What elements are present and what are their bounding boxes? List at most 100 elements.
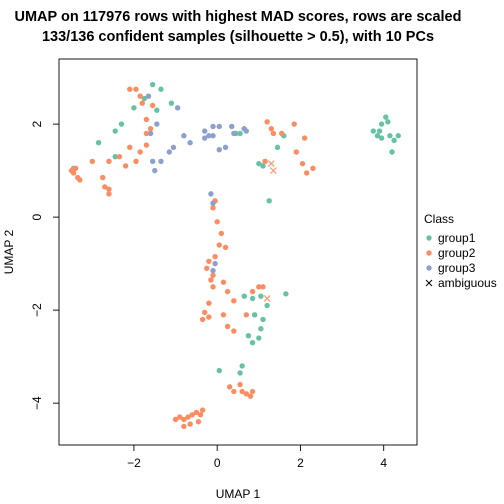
data-point-group2 bbox=[224, 288, 231, 295]
data-point-group1 bbox=[158, 86, 164, 92]
data-point-group2 bbox=[299, 160, 306, 167]
data-point-group2 bbox=[206, 258, 212, 265]
data-point-group3 bbox=[212, 260, 218, 267]
data-point-group1 bbox=[260, 316, 266, 323]
data-point-group2 bbox=[239, 388, 245, 395]
data-point-group2 bbox=[301, 135, 308, 141]
legend-label: group1 bbox=[438, 231, 476, 245]
data-point-group2 bbox=[249, 388, 256, 395]
data-point-group1 bbox=[383, 114, 389, 120]
data-point-group2 bbox=[279, 130, 285, 137]
data-point-group3 bbox=[166, 149, 173, 155]
data-point-group3 bbox=[243, 128, 250, 134]
data-point-group2 bbox=[262, 158, 268, 165]
x-axis-label: UMAP 1 bbox=[216, 487, 261, 501]
data-point-group1 bbox=[141, 95, 148, 102]
data-point-group1 bbox=[118, 121, 125, 127]
data-point-group3 bbox=[229, 123, 235, 130]
data-point-group2 bbox=[212, 253, 218, 260]
data-point-group1 bbox=[249, 339, 256, 346]
data-point-group1 bbox=[387, 133, 393, 139]
data-point-group2 bbox=[139, 100, 145, 106]
data-point-group3 bbox=[201, 135, 208, 141]
x-tick-label: −2 bbox=[127, 456, 141, 470]
data-point-group2 bbox=[72, 165, 79, 171]
data-point-group2 bbox=[143, 130, 150, 137]
data-point-group2 bbox=[249, 288, 256, 295]
y-axis-label: UMAP 2 bbox=[2, 229, 16, 274]
data-point-group1 bbox=[378, 135, 385, 141]
data-point-group2 bbox=[106, 191, 112, 197]
data-point-group3 bbox=[158, 158, 164, 165]
data-point-group1 bbox=[251, 312, 258, 318]
data-point-ambiguous bbox=[263, 295, 271, 302]
data-point-group2 bbox=[231, 328, 237, 334]
data-point-group2 bbox=[243, 391, 250, 397]
legend-swatch bbox=[426, 265, 432, 271]
data-point-group2 bbox=[181, 416, 187, 423]
data-point-group2 bbox=[122, 163, 129, 169]
legend-item-ambiguous: ambiguous bbox=[425, 276, 497, 290]
legend-title: Class bbox=[424, 212, 454, 226]
data-point-group2 bbox=[127, 144, 133, 151]
data-point-group2 bbox=[291, 121, 297, 127]
data-point-group2 bbox=[210, 205, 216, 211]
data-point-group1 bbox=[216, 367, 222, 374]
points-layer bbox=[68, 81, 401, 430]
plot-frame bbox=[58, 58, 418, 446]
data-point-group2 bbox=[147, 126, 154, 132]
data-point-group3 bbox=[147, 130, 154, 137]
data-point-group2 bbox=[204, 265, 210, 271]
data-point-group1 bbox=[239, 363, 245, 369]
data-point-group1 bbox=[149, 81, 156, 88]
x-tick-label: 0 bbox=[214, 456, 221, 470]
data-point-group1 bbox=[112, 128, 118, 134]
data-point-group2 bbox=[218, 230, 225, 237]
data-point-group1 bbox=[378, 121, 385, 127]
data-point-group3 bbox=[206, 133, 212, 139]
data-point-group2 bbox=[199, 316, 206, 323]
data-point-group1 bbox=[256, 335, 262, 341]
data-point-group1 bbox=[154, 107, 160, 113]
legend-item-group1: group1 bbox=[426, 231, 476, 245]
data-point-group2 bbox=[143, 142, 150, 148]
data-point-group3 bbox=[181, 133, 187, 139]
data-point-group2 bbox=[264, 119, 270, 125]
y-tick-label: 0 bbox=[30, 213, 44, 220]
data-point-group2 bbox=[181, 423, 187, 430]
data-point-group2 bbox=[293, 149, 299, 155]
legend-item-group2: group2 bbox=[426, 246, 476, 260]
data-point-group2 bbox=[208, 277, 214, 283]
data-point-ambiguous bbox=[269, 167, 277, 175]
data-point-group2 bbox=[270, 130, 277, 137]
data-point-group2 bbox=[137, 149, 143, 155]
data-point-group3 bbox=[152, 167, 158, 174]
data-point-group1 bbox=[260, 163, 266, 169]
data-point-group2 bbox=[172, 416, 179, 423]
data-point-group2 bbox=[199, 407, 206, 413]
data-point-group1 bbox=[264, 302, 270, 309]
data-point-group1 bbox=[95, 140, 102, 146]
data-point-group3 bbox=[201, 128, 208, 134]
legend-item-group3: group3 bbox=[426, 261, 476, 275]
data-point-group1 bbox=[168, 100, 175, 106]
data-point-group3 bbox=[210, 267, 216, 274]
data-point-group2 bbox=[127, 86, 133, 92]
data-point-group2 bbox=[256, 284, 262, 290]
data-point-group2 bbox=[133, 158, 139, 165]
data-point-group1 bbox=[245, 333, 252, 339]
y-tick-label: −2 bbox=[30, 303, 44, 317]
data-point-group2 bbox=[187, 421, 193, 427]
legend-swatch bbox=[426, 250, 432, 256]
data-point-group1 bbox=[391, 137, 397, 144]
data-point-group2 bbox=[231, 388, 237, 395]
data-point-group3 bbox=[208, 191, 214, 197]
data-point-group1 bbox=[258, 326, 264, 332]
data-point-group2 bbox=[224, 323, 231, 330]
data-point-group1 bbox=[376, 128, 383, 134]
data-point-group1 bbox=[374, 133, 381, 139]
data-point-group2 bbox=[303, 170, 310, 176]
data-point-group1 bbox=[395, 133, 401, 139]
